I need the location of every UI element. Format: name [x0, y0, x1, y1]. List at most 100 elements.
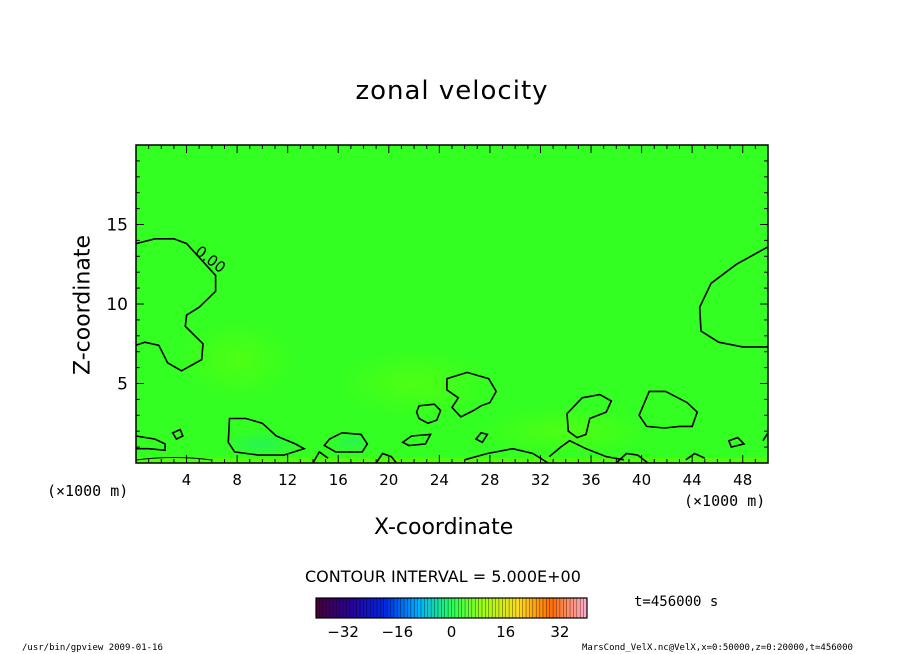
colorbar-cell — [471, 598, 476, 618]
colorbar-cell — [519, 598, 523, 618]
x-tick-label: 48 — [733, 471, 752, 489]
contour-line — [638, 390, 699, 429]
colorbar-cell — [532, 598, 537, 618]
colorbar-cell — [332, 598, 337, 618]
colorbar-cell — [509, 598, 513, 618]
colorbar-cell — [349, 598, 354, 618]
field-shade — [334, 348, 495, 419]
contour-line — [446, 371, 498, 418]
contour-line — [474, 431, 489, 444]
colorbar-cell — [427, 598, 432, 618]
x-tick-label: 24 — [430, 471, 449, 489]
x-tick-label: 12 — [278, 471, 297, 489]
contour-line — [548, 439, 625, 461]
x-tick-label: 8 — [232, 471, 242, 489]
colorbar-cell — [536, 598, 540, 618]
colorbar-tick-label: 16 — [496, 623, 515, 641]
contour-line — [615, 452, 649, 464]
colorbar-cell — [390, 598, 395, 618]
colorbar-cell — [370, 598, 374, 618]
colorbar-frame — [315, 597, 588, 619]
y-tick-label: 15 — [106, 216, 128, 236]
colorbar-cell — [542, 598, 547, 618]
colorbar-cell — [329, 598, 334, 618]
colorbar-cell — [380, 598, 385, 618]
x-tick-label: 40 — [632, 471, 651, 489]
colorbar-cell — [448, 598, 452, 618]
contour-interval-text: CONTOUR INTERVAL = 5.000E+00 — [305, 567, 581, 586]
colorbar-cell — [576, 598, 581, 618]
field-shade — [177, 319, 298, 400]
time-text: t=456000 s — [634, 594, 719, 610]
colorbar-tick-label: −16 — [381, 623, 413, 641]
contour-line — [762, 432, 769, 442]
colorbar-cell — [549, 598, 554, 618]
colorbar-cell — [526, 598, 530, 618]
colorbar-cell — [414, 598, 418, 618]
contour-line — [227, 417, 307, 456]
colorbar-cell — [366, 598, 371, 618]
colorbar-cell — [461, 598, 466, 618]
colorbar-cell — [515, 598, 520, 618]
chart-title: zonal velocity — [355, 76, 549, 106]
colorbar-cell — [563, 598, 567, 618]
colorbar-cell — [475, 598, 479, 618]
colorbar-cell — [522, 598, 527, 618]
colorbar-cell — [407, 598, 412, 618]
contour-line — [135, 435, 166, 452]
x-axis-label: X-coordinate — [374, 515, 514, 540]
colorbar-cell — [434, 598, 439, 618]
contour-line — [135, 238, 217, 372]
contour-line — [685, 452, 706, 461]
colorbar-cell — [488, 598, 493, 618]
contour-line — [312, 450, 329, 464]
colorbar-cell — [539, 598, 544, 618]
x-unit-left: (×1000 m) — [47, 482, 129, 500]
contour-line — [401, 433, 432, 447]
colorbar-cell — [424, 598, 429, 618]
contour-line — [727, 436, 746, 449]
colorbar-cell — [387, 598, 391, 618]
contour-line — [171, 428, 184, 441]
colorbar-cell — [343, 598, 347, 618]
colorbar-cell — [553, 598, 557, 618]
colorbar-cell — [421, 598, 425, 618]
colorbar-cell — [566, 598, 571, 618]
footer-right: MarsCond_VelX.nc@VelX,x=0:50000,z=0:2000… — [582, 643, 853, 653]
colorbar-cell — [326, 598, 330, 618]
x-tick-label: 44 — [683, 471, 702, 489]
colorbar-cell — [559, 598, 564, 618]
x-unit-right: (×1000 m) — [684, 492, 766, 510]
colorbar-cell — [492, 598, 496, 618]
contour-line — [135, 457, 212, 461]
colorbar-cell — [373, 598, 378, 618]
colorbar-cell — [393, 598, 398, 618]
colorbar-cell — [505, 598, 510, 618]
x-tick-label: 32 — [531, 471, 550, 489]
colorbar-cell — [546, 598, 551, 618]
colorbar-cell — [319, 598, 324, 618]
colorbar-cell — [481, 598, 486, 618]
contour-line — [566, 393, 613, 439]
colorbar-cell — [431, 598, 435, 618]
colorbar-cell — [339, 598, 344, 618]
colorbar-cell — [570, 598, 574, 618]
colorbar-cell — [502, 598, 506, 618]
colorbar-cell — [410, 598, 415, 618]
colorbar-cell — [512, 598, 517, 618]
contour-line — [323, 431, 369, 453]
colorbar-cell — [451, 598, 456, 618]
colorbar-tick-label: −32 — [327, 623, 359, 641]
x-tick-label: 20 — [379, 471, 398, 489]
colorbar-cell — [346, 598, 351, 618]
colorbar-cell — [485, 598, 490, 618]
colorbar-cell — [353, 598, 357, 618]
colorbar-cell — [529, 598, 534, 618]
colorbar-cell — [383, 598, 388, 618]
colorbar-cell — [478, 598, 483, 618]
colorbar-tick-label: 0 — [447, 623, 457, 641]
colorbar-cell — [363, 598, 368, 618]
field-shade — [222, 429, 303, 458]
y-tick-label: 5 — [117, 375, 128, 395]
